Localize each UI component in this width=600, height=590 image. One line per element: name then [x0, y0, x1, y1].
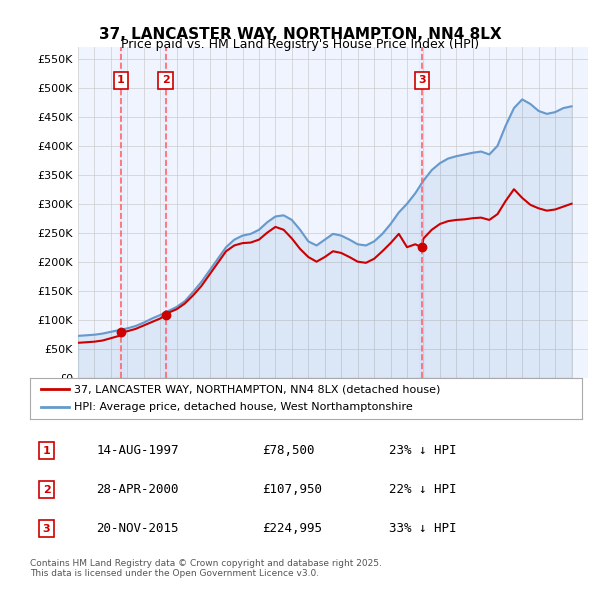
Text: 2: 2	[162, 76, 170, 85]
Bar	[163, 47, 168, 378]
Text: 22% ↓ HPI: 22% ↓ HPI	[389, 483, 457, 496]
Text: Price paid vs. HM Land Registry's House Price Index (HPI): Price paid vs. HM Land Registry's House …	[121, 38, 479, 51]
Text: 3: 3	[418, 76, 425, 85]
Text: £78,500: £78,500	[262, 444, 314, 457]
Text: 33% ↓ HPI: 33% ↓ HPI	[389, 522, 457, 535]
Text: £107,950: £107,950	[262, 483, 322, 496]
Text: 1: 1	[117, 76, 125, 85]
Bar	[419, 47, 424, 378]
Text: 1: 1	[43, 446, 50, 455]
Text: 14-AUG-1997: 14-AUG-1997	[96, 444, 179, 457]
Text: 2: 2	[43, 485, 50, 494]
Text: Contains HM Land Registry data © Crown copyright and database right 2025.
This d: Contains HM Land Registry data © Crown c…	[30, 559, 382, 578]
Text: 28-APR-2000: 28-APR-2000	[96, 483, 179, 496]
Text: HPI: Average price, detached house, West Northamptonshire: HPI: Average price, detached house, West…	[74, 402, 413, 412]
Text: 37, LANCASTER WAY, NORTHAMPTON, NN4 8LX: 37, LANCASTER WAY, NORTHAMPTON, NN4 8LX	[98, 27, 502, 41]
Text: 3: 3	[43, 524, 50, 533]
Text: £224,995: £224,995	[262, 522, 322, 535]
Bar	[119, 47, 124, 378]
Text: 20-NOV-2015: 20-NOV-2015	[96, 522, 179, 535]
Text: 23% ↓ HPI: 23% ↓ HPI	[389, 444, 457, 457]
Text: 37, LANCASTER WAY, NORTHAMPTON, NN4 8LX (detached house): 37, LANCASTER WAY, NORTHAMPTON, NN4 8LX …	[74, 384, 440, 394]
